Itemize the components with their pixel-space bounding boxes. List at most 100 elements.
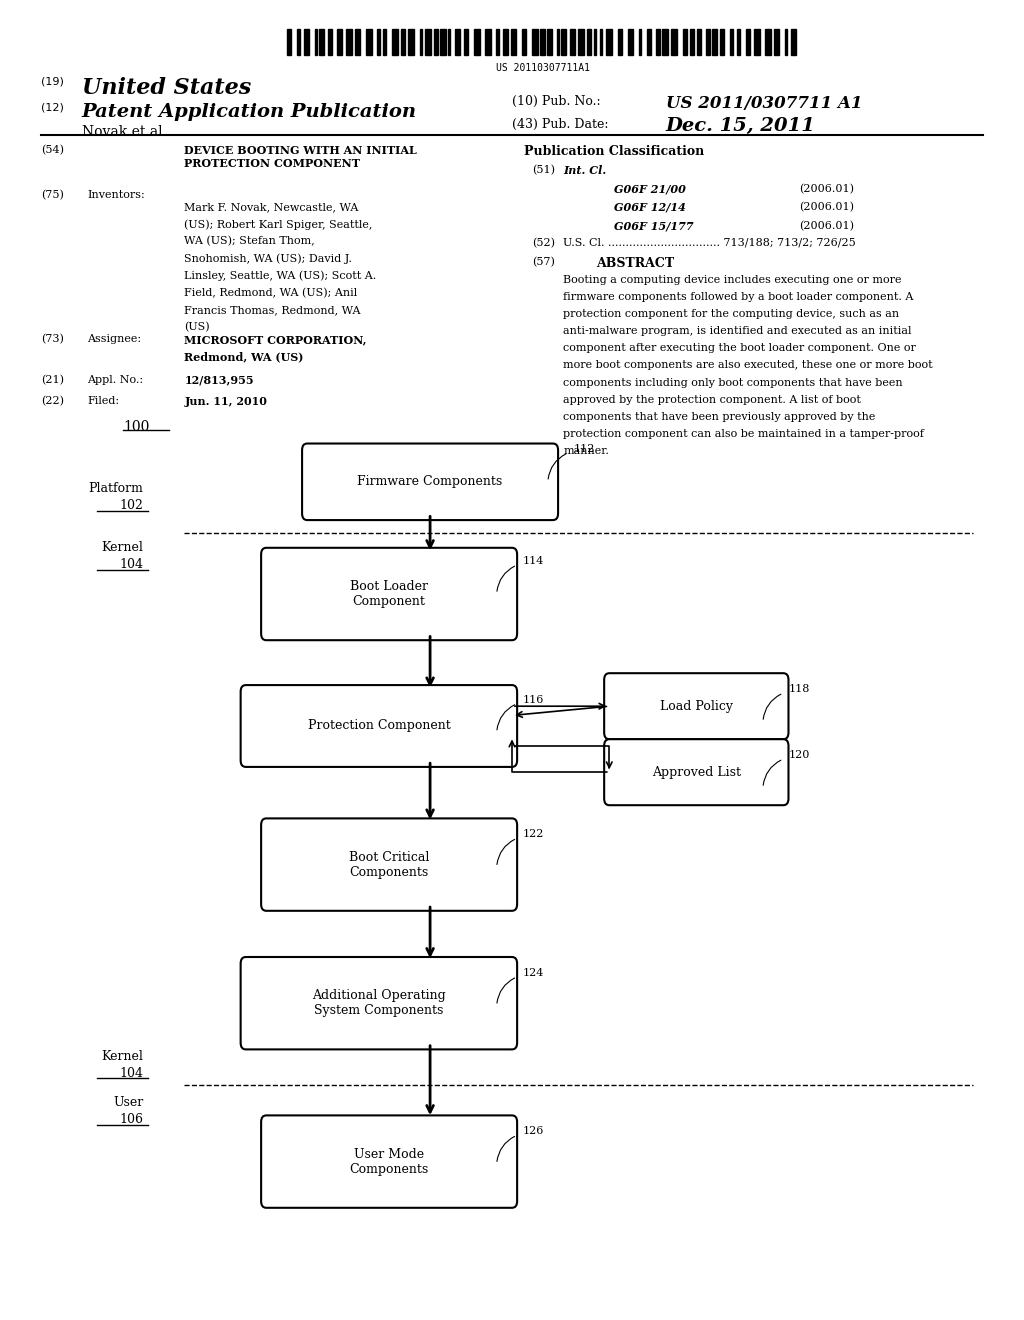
Text: (22): (22) [41,396,63,407]
Bar [409,29,414,55]
Text: US 2011/0307711 A1: US 2011/0307711 A1 [666,95,862,112]
Bar [337,29,342,55]
FancyBboxPatch shape [261,548,517,640]
Text: Dec. 15, 2011: Dec. 15, 2011 [666,117,815,136]
Text: components including only boot components that have been: components including only boot component… [563,378,903,388]
Bar [521,29,526,55]
Text: anti-malware program, is identified and executed as an initial: anti-malware program, is identified and … [563,326,911,337]
Text: 114: 114 [522,556,544,566]
Text: Filed:: Filed: [87,396,119,407]
Text: (51): (51) [532,165,555,176]
Text: (2006.01): (2006.01) [799,202,854,213]
Bar [440,29,445,55]
Bar [511,29,516,55]
Text: Novak et al.: Novak et al. [82,125,167,140]
Text: (19): (19) [41,77,63,87]
Text: Approved List: Approved List [652,766,740,779]
Text: 120: 120 [788,750,810,760]
Text: manner.: manner. [563,446,609,457]
Text: protection component for the computing device, such as an: protection component for the computing d… [563,309,899,319]
FancyBboxPatch shape [604,739,788,805]
Text: Kernel: Kernel [101,1049,143,1063]
Text: WA (US); Stefan Thom,: WA (US); Stefan Thom, [184,236,315,247]
Bar [287,29,292,55]
Bar [449,29,451,55]
Text: Appl. No.:: Appl. No.: [87,375,143,385]
Text: (73): (73) [41,334,63,345]
Text: Patent Application Publication: Patent Application Publication [82,103,417,121]
Bar [503,29,508,55]
Bar [548,29,552,55]
Bar [297,29,300,55]
Bar [690,29,693,55]
Text: Additional Operating
System Components: Additional Operating System Components [312,989,445,1018]
Text: Assignee:: Assignee: [87,334,141,345]
Text: components that have been previously approved by the: components that have been previously app… [563,412,876,422]
Text: component after executing the boot loader component. One or: component after executing the boot loade… [563,343,916,354]
Text: Field, Redmond, WA (US); Anil: Field, Redmond, WA (US); Anil [184,288,357,298]
Text: (52): (52) [532,238,555,248]
Text: 104: 104 [120,1067,143,1080]
Text: 124: 124 [522,968,544,978]
Text: 106: 106 [120,1113,143,1126]
Text: 122: 122 [522,829,544,840]
Text: Boot Loader
Component: Boot Loader Component [350,579,428,609]
Text: (10) Pub. No.:: (10) Pub. No.: [512,95,601,108]
Text: (US): (US) [184,322,210,333]
Bar [672,29,677,55]
Bar [392,29,397,55]
Bar [713,29,717,55]
Text: (US); Robert Karl Spiger, Seattle,: (US); Robert Karl Spiger, Seattle, [184,219,373,230]
Text: (57): (57) [532,257,555,268]
Bar [425,29,430,55]
FancyBboxPatch shape [241,685,517,767]
Text: more boot components are also executed, these one or more boot: more boot components are also executed, … [563,360,933,371]
Text: firmware components followed by a boot loader component. A: firmware components followed by a boot l… [563,292,913,302]
Text: DEVICE BOOTING WITH AN INITIAL
PROTECTION COMPONENT: DEVICE BOOTING WITH AN INITIAL PROTECTIO… [184,145,417,169]
FancyBboxPatch shape [261,1115,517,1208]
Bar [628,29,633,55]
Text: Load Policy: Load Policy [659,700,733,713]
FancyBboxPatch shape [241,957,517,1049]
Bar [569,29,575,55]
Bar [617,29,623,55]
Text: Jun. 11, 2010: Jun. 11, 2010 [184,396,267,407]
Bar [730,29,733,55]
Text: 112: 112 [573,444,595,454]
Text: User Mode
Components: User Mode Components [349,1147,429,1176]
Bar [532,29,538,55]
Bar [455,29,460,55]
Text: Snohomish, WA (US); David J.: Snohomish, WA (US); David J. [184,253,352,264]
Bar [746,29,750,55]
Bar [465,29,468,55]
Bar [561,29,566,55]
Bar [784,29,787,55]
Bar [594,29,597,55]
Text: (2006.01): (2006.01) [799,220,854,231]
Text: (21): (21) [41,375,63,385]
Bar [346,29,352,55]
Bar [721,29,724,55]
Bar [496,29,500,55]
Text: protection component can also be maintained in a tamper-proof: protection component can also be maintai… [563,429,924,440]
Bar [774,29,779,55]
Text: (54): (54) [41,145,63,156]
Bar [791,29,797,55]
Text: Boot Critical
Components: Boot Critical Components [349,850,429,879]
Bar [434,29,437,55]
Text: Protection Component: Protection Component [307,719,451,733]
Text: Linsley, Seattle, WA (US); Scott A.: Linsley, Seattle, WA (US); Scott A. [184,271,377,281]
Bar [656,29,659,55]
Bar [578,29,584,55]
Text: U.S. Cl. ................................ 713/188; 713/2; 726/25: U.S. Cl. ...............................… [563,238,856,248]
Bar [647,29,651,55]
FancyBboxPatch shape [261,818,517,911]
Text: US 20110307711A1: US 20110307711A1 [496,63,590,74]
Bar [639,29,641,55]
Text: 126: 126 [522,1126,544,1137]
Bar [662,29,668,55]
Bar [401,29,404,55]
Text: 118: 118 [788,684,810,694]
Bar [420,29,422,55]
Text: Inventors:: Inventors: [87,190,144,201]
